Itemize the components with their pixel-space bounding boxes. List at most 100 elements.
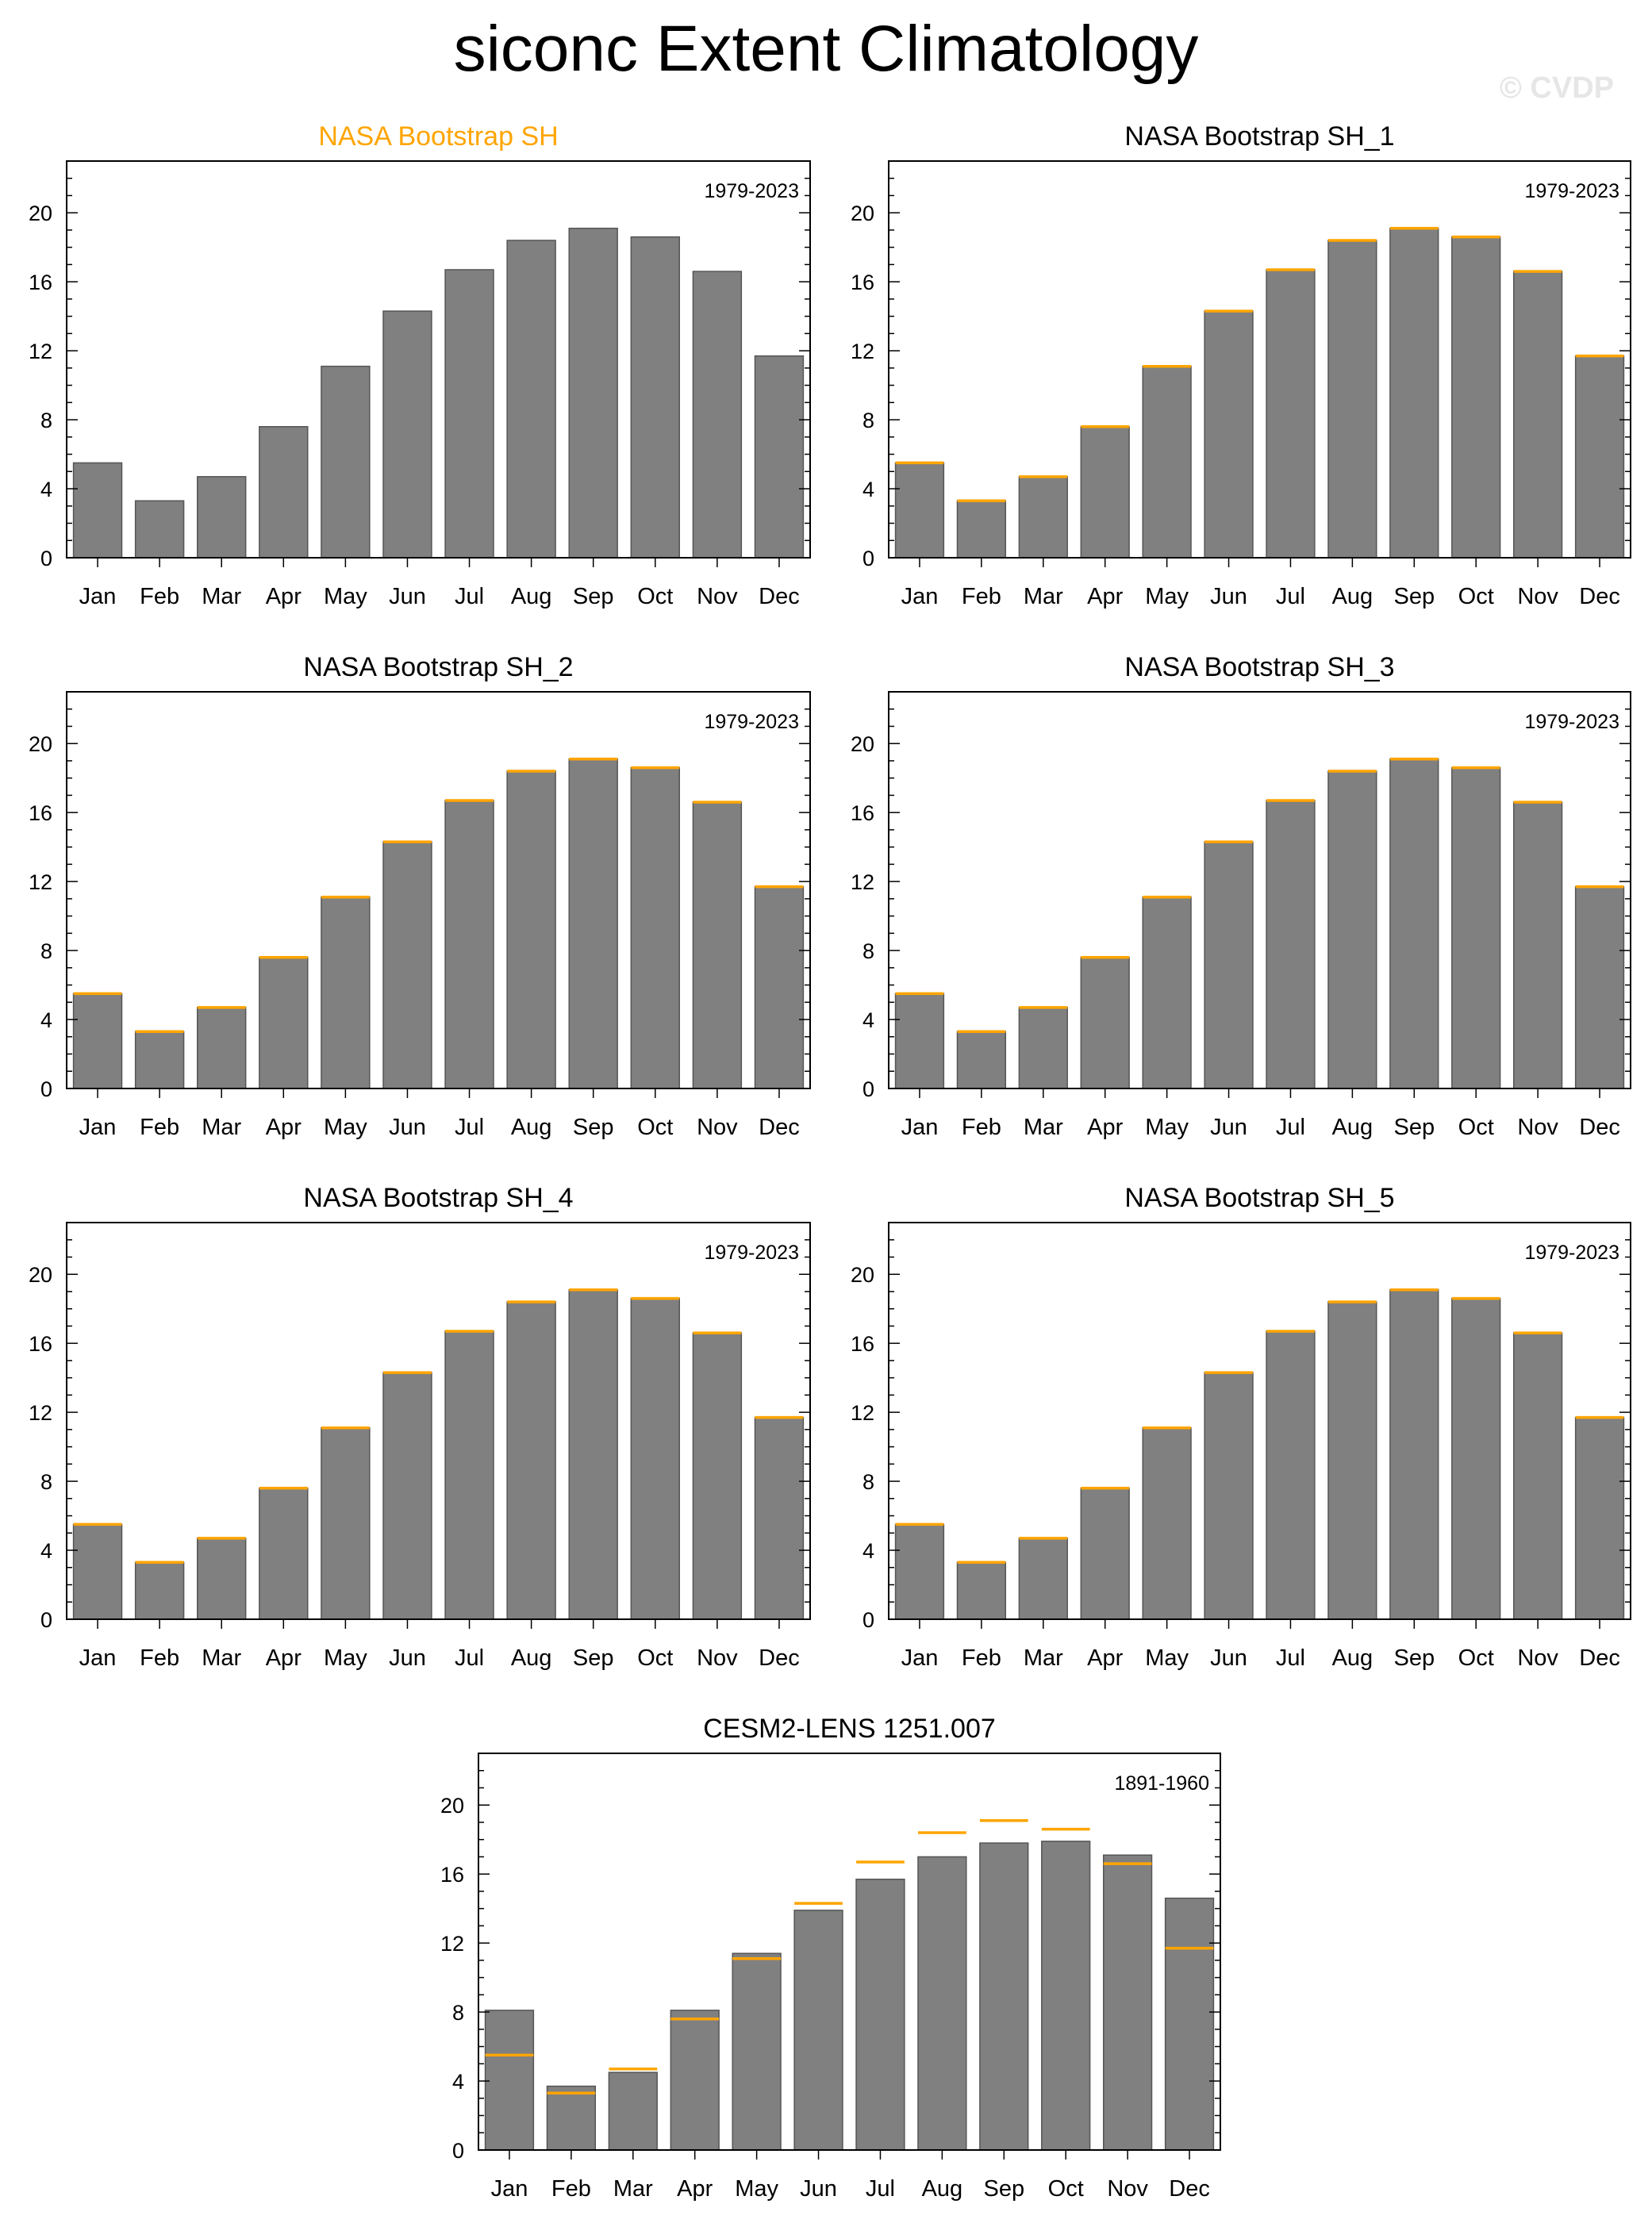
bar-jun bbox=[1204, 310, 1254, 559]
x-tick-label-dec: Dec bbox=[1579, 1115, 1620, 1140]
x-tick-label-jan: Jan bbox=[79, 1645, 117, 1671]
x-tick-label-jul: Jul bbox=[455, 584, 484, 609]
x-tick-label-apr: Apr bbox=[1087, 584, 1123, 609]
y-tick-label: 8 bbox=[452, 2001, 464, 2025]
y-tick-label: 20 bbox=[29, 202, 52, 225]
bar-feb bbox=[134, 1561, 185, 1620]
period-label: 1979-2023 bbox=[704, 711, 799, 733]
x-tick-label-feb: Feb bbox=[962, 1115, 1001, 1140]
plot-frame bbox=[888, 691, 1631, 1089]
y-tick-label: 8 bbox=[40, 409, 52, 432]
bar-mar bbox=[608, 2071, 658, 2151]
bar-oct bbox=[1451, 236, 1501, 559]
chart-title: NASA Bootstrap SH_2 bbox=[303, 652, 573, 682]
bar-may bbox=[1142, 896, 1192, 1089]
bar-may bbox=[321, 896, 371, 1089]
y-tick-label: 12 bbox=[29, 1401, 52, 1425]
x-tick-label-apr: Apr bbox=[266, 584, 302, 609]
x-tick-label-jan: Jan bbox=[79, 1115, 117, 1140]
bar-feb bbox=[546, 2085, 597, 2151]
x-tick-label-feb: Feb bbox=[140, 584, 179, 609]
x-tick-label-jan: Jan bbox=[901, 584, 939, 609]
bar-jul bbox=[1266, 800, 1316, 1089]
x-tick-label-oct: Oct bbox=[637, 584, 673, 609]
x-tick-label-jun: Jun bbox=[1210, 1115, 1247, 1140]
period-label: 1979-2023 bbox=[1524, 711, 1619, 733]
bar-oct bbox=[630, 766, 680, 1089]
bar-dec bbox=[1164, 1897, 1215, 2151]
bar-oct bbox=[1451, 1297, 1501, 1620]
x-tick-label-nov: Nov bbox=[697, 1645, 738, 1671]
bar-aug bbox=[506, 770, 556, 1089]
x-tick-label-nov: Nov bbox=[1517, 584, 1558, 609]
y-tick-label: 0 bbox=[40, 1077, 52, 1101]
y-tick-label: 12 bbox=[851, 870, 874, 894]
x-tick-label-sep: Sep bbox=[1393, 1645, 1435, 1671]
bar-oct bbox=[630, 236, 680, 559]
x-tick-label-feb: Feb bbox=[140, 1115, 179, 1140]
bar-apr bbox=[259, 957, 309, 1089]
chart-title: CESM2-LENS 1251.007 bbox=[703, 1714, 996, 1744]
bar-jul bbox=[444, 800, 494, 1089]
x-tick-label-dec: Dec bbox=[759, 1115, 800, 1140]
bar-nov bbox=[692, 801, 743, 1089]
bar-apr bbox=[259, 1488, 309, 1620]
bar-dec bbox=[1574, 1416, 1625, 1620]
period-label: 1891-1960 bbox=[1114, 1772, 1209, 1795]
bar-sep bbox=[1389, 228, 1439, 559]
bar-may bbox=[1142, 1426, 1192, 1620]
bar-dec bbox=[754, 355, 805, 559]
bar-nov bbox=[1512, 801, 1563, 1089]
y-tick-label: 20 bbox=[851, 1263, 874, 1287]
bar-jun bbox=[1204, 1372, 1254, 1620]
bar-oct bbox=[630, 1297, 680, 1620]
y-tick-label: 8 bbox=[862, 1470, 874, 1494]
x-tick-label-may: May bbox=[1145, 584, 1189, 609]
y-tick-label: 16 bbox=[851, 271, 874, 294]
bar-jan bbox=[72, 992, 123, 1089]
bar-mar bbox=[1018, 1538, 1068, 1620]
plot-frame bbox=[66, 1222, 811, 1620]
y-tick-label: 0 bbox=[40, 1608, 52, 1632]
y-tick-label: 16 bbox=[29, 801, 52, 825]
y-tick-label: 16 bbox=[29, 271, 52, 294]
x-tick-label-oct: Oct bbox=[637, 1115, 673, 1140]
bar-feb bbox=[134, 1031, 185, 1089]
x-tick-label-may: May bbox=[324, 584, 367, 609]
x-tick-label-aug: Aug bbox=[511, 1645, 552, 1671]
bar-apr bbox=[259, 426, 309, 559]
bar-sep bbox=[568, 758, 618, 1089]
bar-apr bbox=[670, 2010, 720, 2151]
x-tick-label-apr: Apr bbox=[1087, 1115, 1123, 1140]
x-tick-label-sep: Sep bbox=[1393, 584, 1435, 609]
y-tick-label: 20 bbox=[851, 732, 874, 756]
x-tick-label-jul: Jul bbox=[455, 1115, 484, 1140]
x-tick-label-sep: Sep bbox=[573, 1115, 614, 1140]
x-tick-label-jan: Jan bbox=[79, 584, 117, 609]
x-tick-label-may: May bbox=[1145, 1115, 1189, 1140]
x-tick-label-aug: Aug bbox=[922, 2176, 963, 2202]
x-tick-label-jul: Jul bbox=[1276, 584, 1305, 609]
plot-frame bbox=[888, 160, 1631, 559]
bar-feb bbox=[956, 500, 1007, 559]
bar-aug bbox=[917, 1856, 967, 2151]
bar-nov bbox=[1512, 271, 1563, 559]
bar-nov bbox=[692, 1332, 743, 1620]
bar-may bbox=[321, 1426, 371, 1620]
x-tick-label-dec: Dec bbox=[1579, 584, 1620, 609]
chart-title: NASA Bootstrap SH bbox=[318, 121, 558, 152]
plot-frame bbox=[478, 1753, 1221, 2151]
bar-may bbox=[1142, 365, 1192, 559]
bar-jun bbox=[382, 841, 432, 1089]
y-tick-label: 4 bbox=[40, 1008, 52, 1032]
x-tick-label-jun: Jun bbox=[1210, 1645, 1247, 1671]
x-tick-label-oct: Oct bbox=[1458, 1645, 1494, 1671]
x-tick-label-aug: Aug bbox=[511, 1115, 552, 1140]
x-tick-label-dec: Dec bbox=[1169, 2176, 1210, 2202]
x-tick-label-nov: Nov bbox=[697, 1115, 738, 1140]
y-tick-label: 4 bbox=[862, 1539, 874, 1563]
chart-title: NASA Bootstrap SH_5 bbox=[1124, 1183, 1394, 1213]
y-tick-label: 4 bbox=[452, 2070, 464, 2094]
bar-dec bbox=[754, 1416, 805, 1620]
y-tick-label: 16 bbox=[851, 801, 874, 825]
